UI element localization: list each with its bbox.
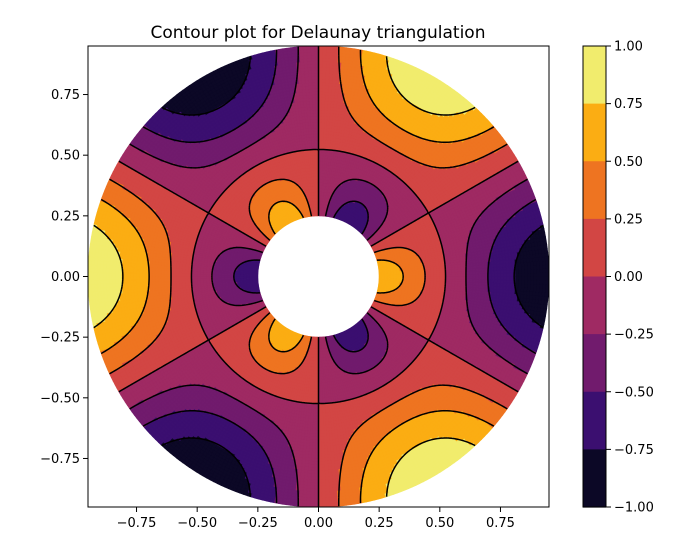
contour-fill-cell [416,277,419,279]
contour-fill-cell [385,277,388,278]
contour-fill-cell [388,277,391,278]
contour-fill-cell [391,277,394,278]
contour-fill-cell [406,277,409,279]
contour-fill-cell [379,277,382,278]
contour-fill-cell [394,277,397,278]
chart-title: Contour plot for Delaunay triangulation [150,23,485,43]
contour-fill-cell [397,277,400,278]
contour-fill-cell [413,277,416,279]
contour-fill-cell [382,277,385,278]
contour-fill-cell [409,277,412,279]
